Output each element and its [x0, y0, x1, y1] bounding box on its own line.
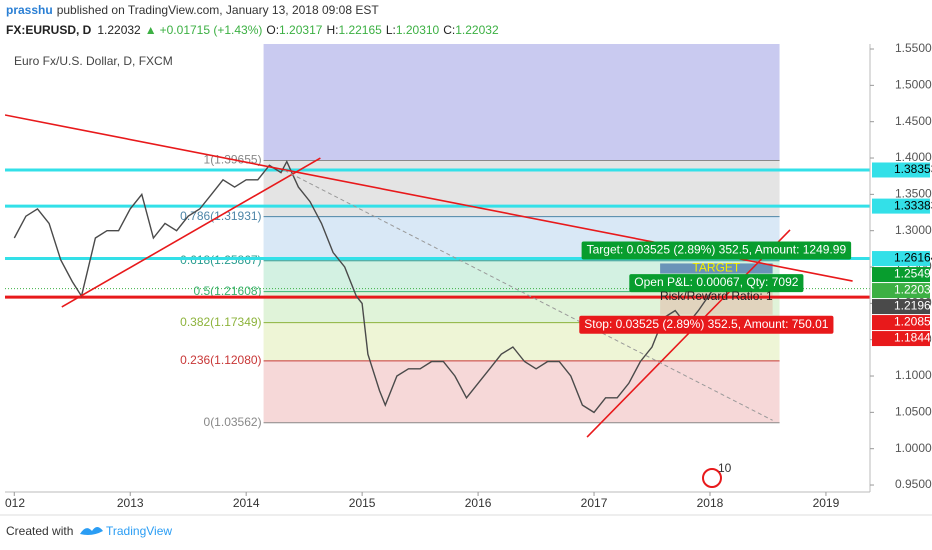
y-tick-label: 1.45000	[895, 114, 932, 128]
trendline	[284, 169, 773, 421]
price-label: 1.38353	[894, 162, 932, 176]
y-tick-label: 1.30000	[895, 223, 932, 237]
author[interactable]: prasshu	[6, 3, 53, 17]
footer-created: Created with	[6, 524, 73, 538]
y-tick-label: 1.40000	[895, 150, 932, 164]
y-tick-label: 1.10000	[895, 368, 932, 382]
y-tick-label: 1.35000	[895, 187, 932, 201]
stop-label: Stop: 0.03525 (2.89%) 352.5, Amount: 750…	[584, 317, 829, 331]
x-tick-label: 2018	[697, 496, 724, 510]
price-label: 1.26164	[894, 251, 932, 265]
target-label: Target: 0.03525 (2.89%) 352.5, Amount: 1…	[587, 243, 847, 257]
y-tick-label: 1.50000	[895, 78, 932, 92]
ohlc-value: 1.22165	[338, 23, 382, 37]
ohlc-key: H:	[326, 23, 338, 37]
ohlc-key: L:	[386, 23, 396, 37]
target-label-box	[581, 241, 852, 260]
x-tick-label: 2013	[117, 496, 144, 510]
quote: FX:EURUSD, D 1.22032 ▲ +0.01715 (+1.43%) O:1…	[6, 23, 499, 37]
price-line-series	[13, 160, 715, 414]
price-label: 1.18440	[894, 331, 932, 345]
ohlc-key: O:	[266, 23, 279, 37]
pnl-label: Open P&L: 0.00067, Qty: 7092	[634, 275, 798, 289]
x-tick-label: 2014	[233, 496, 260, 510]
y-tick-label: 1.05000	[895, 405, 932, 419]
price-label-box	[872, 315, 930, 331]
ohlc-key: C:	[443, 23, 455, 37]
price-label-box	[872, 267, 930, 283]
change: +0.01715 (+1.43%)	[160, 23, 263, 37]
ohlc-value: 1.20310	[396, 23, 440, 37]
fib-label: 0.382(1.17349)	[180, 315, 261, 329]
arrow: ▲	[145, 23, 157, 37]
fib-label: 0.5(1.21608)	[194, 284, 262, 298]
price-label: 1.25490	[894, 267, 932, 281]
price-label-box	[872, 198, 930, 214]
fib-label: 0(1.03562)	[204, 415, 262, 429]
price-label: 1.33383	[894, 198, 932, 212]
ratio-label: Risk/Reward Ratio: 1	[660, 289, 773, 303]
x-tick-label: 012	[5, 496, 25, 510]
x-tick-label: 2015	[349, 496, 376, 510]
x-tick-label: 2019	[813, 496, 840, 510]
symbol: FX:EURUSD, D	[6, 23, 92, 37]
overlay: Target: 0.03525 (2.89%) 352.5, Amount: 1…	[14, 54, 852, 488]
stop-zone	[660, 289, 773, 315]
price-label-box	[872, 331, 930, 347]
badge-icon	[702, 468, 722, 488]
price: 1.22032	[97, 23, 141, 37]
ohlc-value: 1.22032	[455, 23, 499, 37]
badge: 10	[718, 461, 732, 475]
ohlc-value: 1.20317	[279, 23, 323, 37]
stop-label-box	[579, 315, 834, 334]
price-label-box	[872, 162, 930, 178]
price-label-box	[872, 299, 930, 315]
trendline	[61, 157, 321, 308]
fib-label: 0.236(1.12080)	[180, 353, 261, 367]
fib-zone	[263, 360, 780, 423]
published: published on TradingView.com, January 13…	[57, 3, 380, 17]
price-label-box	[872, 251, 930, 267]
fib-top-zone	[263, 44, 780, 161]
x-tick-label: 2017	[581, 496, 608, 510]
legend: Euro Fx/U.S. Dollar, D, FXCM	[14, 54, 173, 68]
price-label: 1.22032	[894, 283, 932, 297]
x-tick-label: 2016	[465, 496, 492, 510]
price-label: 1.20855	[894, 315, 932, 329]
target-text: TARGET	[692, 261, 740, 275]
footer-brand[interactable]: TradingView	[106, 524, 172, 538]
pnl-label-box	[629, 274, 804, 293]
price-label-box	[872, 283, 930, 299]
footer-logo	[80, 527, 103, 535]
target-band	[660, 263, 773, 274]
price-label: 1.21965	[894, 299, 932, 313]
header: prasshu published on TradingView.com, Jan…	[6, 3, 379, 17]
y-tick-label: 1.55000	[895, 41, 932, 55]
